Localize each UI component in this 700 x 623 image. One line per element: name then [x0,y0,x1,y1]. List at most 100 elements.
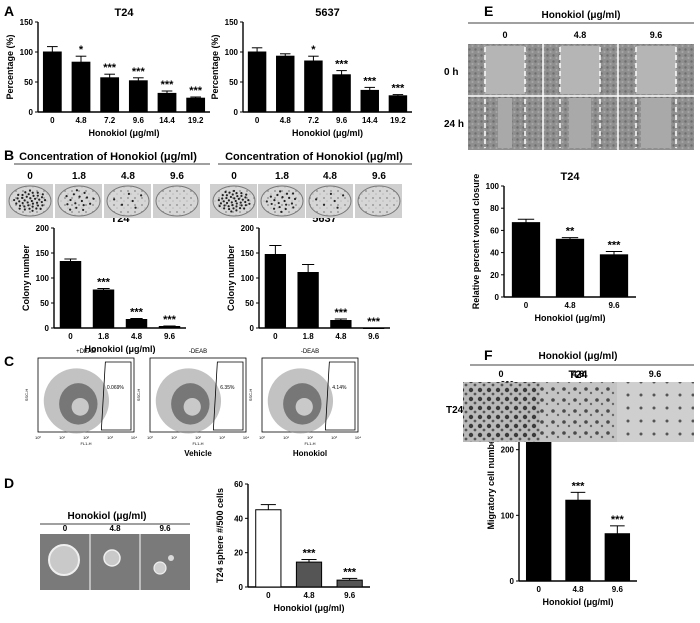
y-tick-label: 0 [29,108,34,117]
y-tick-label: 50 [245,299,254,308]
bar [128,80,148,113]
flow-plot: +DEAB 0.069% SSC-H 10⁰ 10¹ 10² 10³ 10⁴ FL1-H [24,349,137,446]
y-axis-label: Migratory cell number [486,435,496,530]
colony-dish-image [55,184,102,218]
x-tick-label: 1.8 [303,332,315,341]
significance-label: *** [367,316,381,328]
chart-A2: 0 50 100 150 0 4.8 * 7.2 *** 9.6 *** 14.4 *** 19.2 563… [210,7,412,138]
flow-plot-title: +DEAB [76,349,96,355]
sphere-colony-0 [48,544,80,576]
bar-charts: 0 50 100 150 0 * 4.8 *** 7.2 *** 9.6 *** 14.4 *** 19.2… [5,7,637,613]
flow-x-tick: 10⁴ [243,435,249,440]
x-tick-label: 9.6 [612,585,624,594]
y-tick-label: 50 [229,78,238,87]
sphere-colony-9-6 [153,561,167,575]
y-tick-label: 20 [490,271,499,280]
x-tick-label: 7.2 [104,116,116,125]
transwell-image-4-8 [540,382,617,442]
significance-label: *** [363,75,377,87]
y-tick-label: 150 [241,249,255,258]
transwell-image-0 [463,382,540,442]
bar [304,60,323,113]
panel-d-images: Honokiol (μg/ml) 0 4.8 9.6 [40,511,190,590]
bar [511,222,541,298]
x-tick-label: 9.6 [368,332,380,341]
flow-plot: -DEAB 4.14% SSC-H 10⁰ 10¹ 10² 10³ 10⁴ FL1-H Honok… [248,349,361,458]
y-axis-label: Colony number [226,245,236,311]
flow-x-tick: 10² [83,435,89,440]
significance-label: *** [189,85,203,97]
significance-label: *** [335,59,349,71]
chart-title: T24 [569,369,589,381]
panel-b-header-left: Concentration of Honokiol (μg/ml) [19,151,197,163]
bar [604,533,631,582]
panel-e-header: Honokiol (μg/ml) [542,10,621,21]
transwell-dose-label: 4.8 [572,369,585,379]
panel-b-images: Concentration of Honokiol (μg/ml) Concen… [6,151,412,218]
x-tick-label: 0 [524,301,529,310]
flow-x-tick: 10⁴ [355,435,361,440]
significance-label: *** [611,514,625,526]
panel-letter-f: F [484,347,493,363]
flow-x-tick: 10² [195,435,201,440]
x-tick-label: 0 [255,116,260,125]
flow-x-tick: 10² [307,435,313,440]
x-tick-label: 4.8 [303,591,315,600]
x-tick-label: 0 [68,332,73,341]
bar [71,61,91,113]
bar [360,89,379,113]
y-axis-label: Percentage (%) [5,34,15,99]
x-tick-label: 1.8 [98,332,110,341]
significance-label: *** [103,62,117,74]
colony-dose-label: 9.6 [372,171,386,182]
y-tick-label: 200 [241,224,255,233]
flow-plot: -DEAB 6.35% SSC-H 10⁰ 10¹ 10² 10³ 10⁴ FL1-H Vehic… [136,349,249,458]
wound-gap [560,46,600,94]
bar [555,238,585,298]
colony-dose-label: 0 [27,171,33,182]
flow-y-axis-label: SSC-H [136,389,141,402]
significance-label: *** [391,83,405,95]
sphere-dose-label: 9.6 [159,524,171,533]
y-tick-label: 100 [20,48,34,57]
x-tick-label: 9.6 [608,301,620,310]
bar [255,509,282,588]
x-tick-label: 7.2 [308,116,320,125]
significance-label: * [311,44,316,56]
panel-f-row-label: T24 [446,405,464,416]
significance-label: *** [130,307,144,319]
y-tick-label: 100 [241,274,255,283]
bar [59,261,82,329]
colony-dose-label: 4.8 [323,171,337,182]
y-tick-label: 150 [225,18,239,27]
significance-label: *** [303,548,317,560]
bar [157,92,177,113]
y-tick-label: 60 [490,226,499,235]
wound-row-label-0h: 0 h [444,67,458,78]
flow-x-axis-label: FL1-H [192,441,203,446]
x-tick-label: 0 [50,116,55,125]
bar [336,579,363,588]
y-tick-label: 100 [486,182,500,191]
colony-dish-image [355,184,402,218]
panel-b-header-right: Concentration of Honokiol (μg/ml) [225,151,403,163]
x-tick-label: 19.2 [188,116,204,125]
flow-x-tick: 10¹ [283,435,289,440]
x-tick-label: 14.4 [159,116,175,125]
x-axis-label: Honokiol (μg/ml) [89,128,160,138]
chart-title: T24 [561,171,581,183]
chart-D1: 0 20 40 60 0 *** 4.8 *** 9.6 Honokiol (μg/ml) T24 … [215,480,370,613]
panel-e-images: Honokiol (μg/ml) 0 4.8 9.6 0 h 24 h [444,10,694,150]
y-tick-label: 100 [501,511,515,520]
x-tick-label: 4.8 [280,116,292,125]
x-tick-label: 9.6 [164,332,176,341]
flow-x-tick: 10⁰ [259,435,265,440]
flow-x-tick: 10¹ [59,435,65,440]
colony-dish-image [153,184,200,218]
significance-label: * [79,44,84,56]
flow-x-tick: 10⁴ [131,435,137,440]
flow-condition-label: Honokiol [293,449,327,458]
